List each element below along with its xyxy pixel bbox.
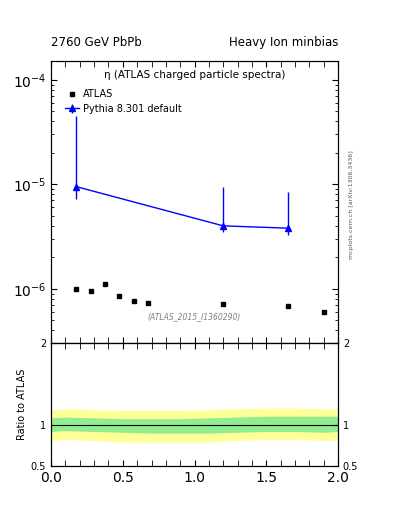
Text: Heavy Ion minbias: Heavy Ion minbias — [229, 36, 338, 49]
ATLAS — [88, 288, 93, 294]
Text: mcplots.cern.ch [arXiv:1306.3436]: mcplots.cern.ch [arXiv:1306.3436] — [349, 151, 354, 259]
Y-axis label: Ratio to ATLAS: Ratio to ATLAS — [17, 369, 27, 440]
Line: ATLAS: ATLAS — [74, 282, 326, 314]
Text: η (ATLAS charged particle spectra): η (ATLAS charged particle spectra) — [104, 70, 285, 80]
ATLAS — [321, 309, 326, 315]
ATLAS — [74, 286, 79, 292]
ATLAS — [117, 293, 121, 299]
ATLAS — [145, 300, 150, 306]
Legend: ATLAS, Pythia 8.301 default: ATLAS, Pythia 8.301 default — [62, 86, 185, 117]
ATLAS — [221, 301, 226, 307]
Text: (ATLAS_2015_I1360290): (ATLAS_2015_I1360290) — [148, 312, 241, 321]
Text: 2760 GeV PbPb: 2760 GeV PbPb — [51, 36, 142, 49]
ATLAS — [285, 303, 290, 309]
ATLAS — [131, 298, 136, 304]
ATLAS — [103, 281, 107, 287]
